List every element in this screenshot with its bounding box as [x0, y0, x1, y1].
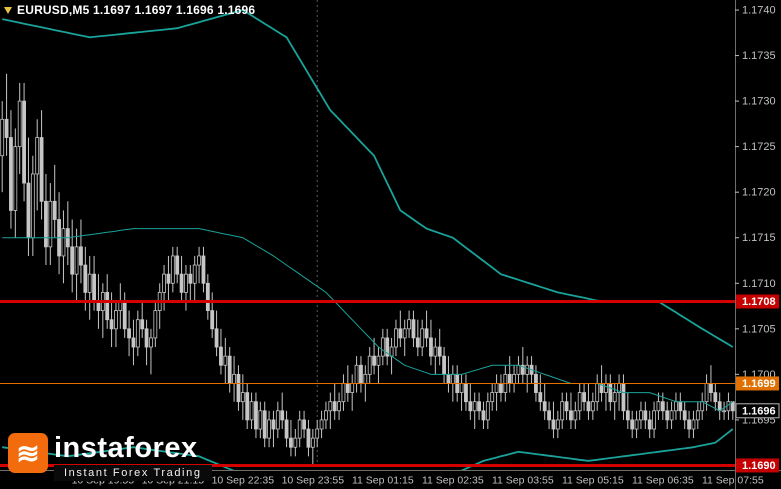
time-tick: 11 Sep 03:55	[492, 475, 554, 487]
watermark-text-block: instaforex Instant Forex Trading	[48, 433, 212, 481]
price-tick: 1.1715	[742, 232, 776, 244]
price-box	[735, 403, 780, 419]
instaforex-watermark: ≋ instaforex Instant Forex Trading	[8, 433, 212, 481]
time-tick: 11 Sep 06:35	[632, 475, 694, 487]
price-tick: 1.1740	[742, 5, 776, 17]
price-tick: 1.1735	[742, 50, 776, 62]
band-lower	[2, 428, 734, 470]
watermark-brand: instaforex	[54, 432, 198, 464]
price-box-label: 1.1708	[742, 296, 776, 308]
price-axis[interactable]: 1.1740 1.1735 1.1730 1.1725 1.1720 1.1715 1.17…	[735, 5, 780, 473]
time-tick: 11 Sep 02:35	[422, 475, 484, 487]
chart-title: EURUSD,M5 1.1697 1.1697 1.1696 1.1696	[4, 3, 255, 17]
symbol-marker-icon	[4, 6, 12, 14]
instaforex-logo-icon: ≋	[8, 433, 48, 473]
price-box-label: 1.1696	[742, 405, 776, 417]
price-tick: 1.1705	[742, 323, 776, 335]
time-tick: 10 Sep 22:35	[212, 475, 275, 487]
chart-title-text: EURUSD,M5 1.1697 1.1697 1.1696 1.1696	[17, 3, 256, 17]
time-tick: 10 Sep 23:55	[282, 475, 345, 487]
price-tick: 1.1710	[742, 278, 776, 290]
price-box-label: 1.1699	[742, 378, 776, 390]
time-tick: 11 Sep 05:15	[562, 475, 624, 487]
price-tick: 1.1730	[742, 96, 776, 108]
price-box-label: 1.1690	[742, 460, 776, 472]
price-tick: 1.1720	[742, 187, 776, 199]
price-tick: 1.1725	[742, 141, 776, 153]
band-middle	[2, 228, 734, 412]
time-tick: 11 Sep 07:55	[702, 475, 764, 487]
price-box	[736, 458, 779, 473]
watermark-tagline: Instant Forex Trading	[54, 465, 212, 481]
time-tick: 11 Sep 01:15	[352, 475, 414, 487]
price-box	[736, 376, 779, 391]
price-box	[736, 294, 779, 309]
